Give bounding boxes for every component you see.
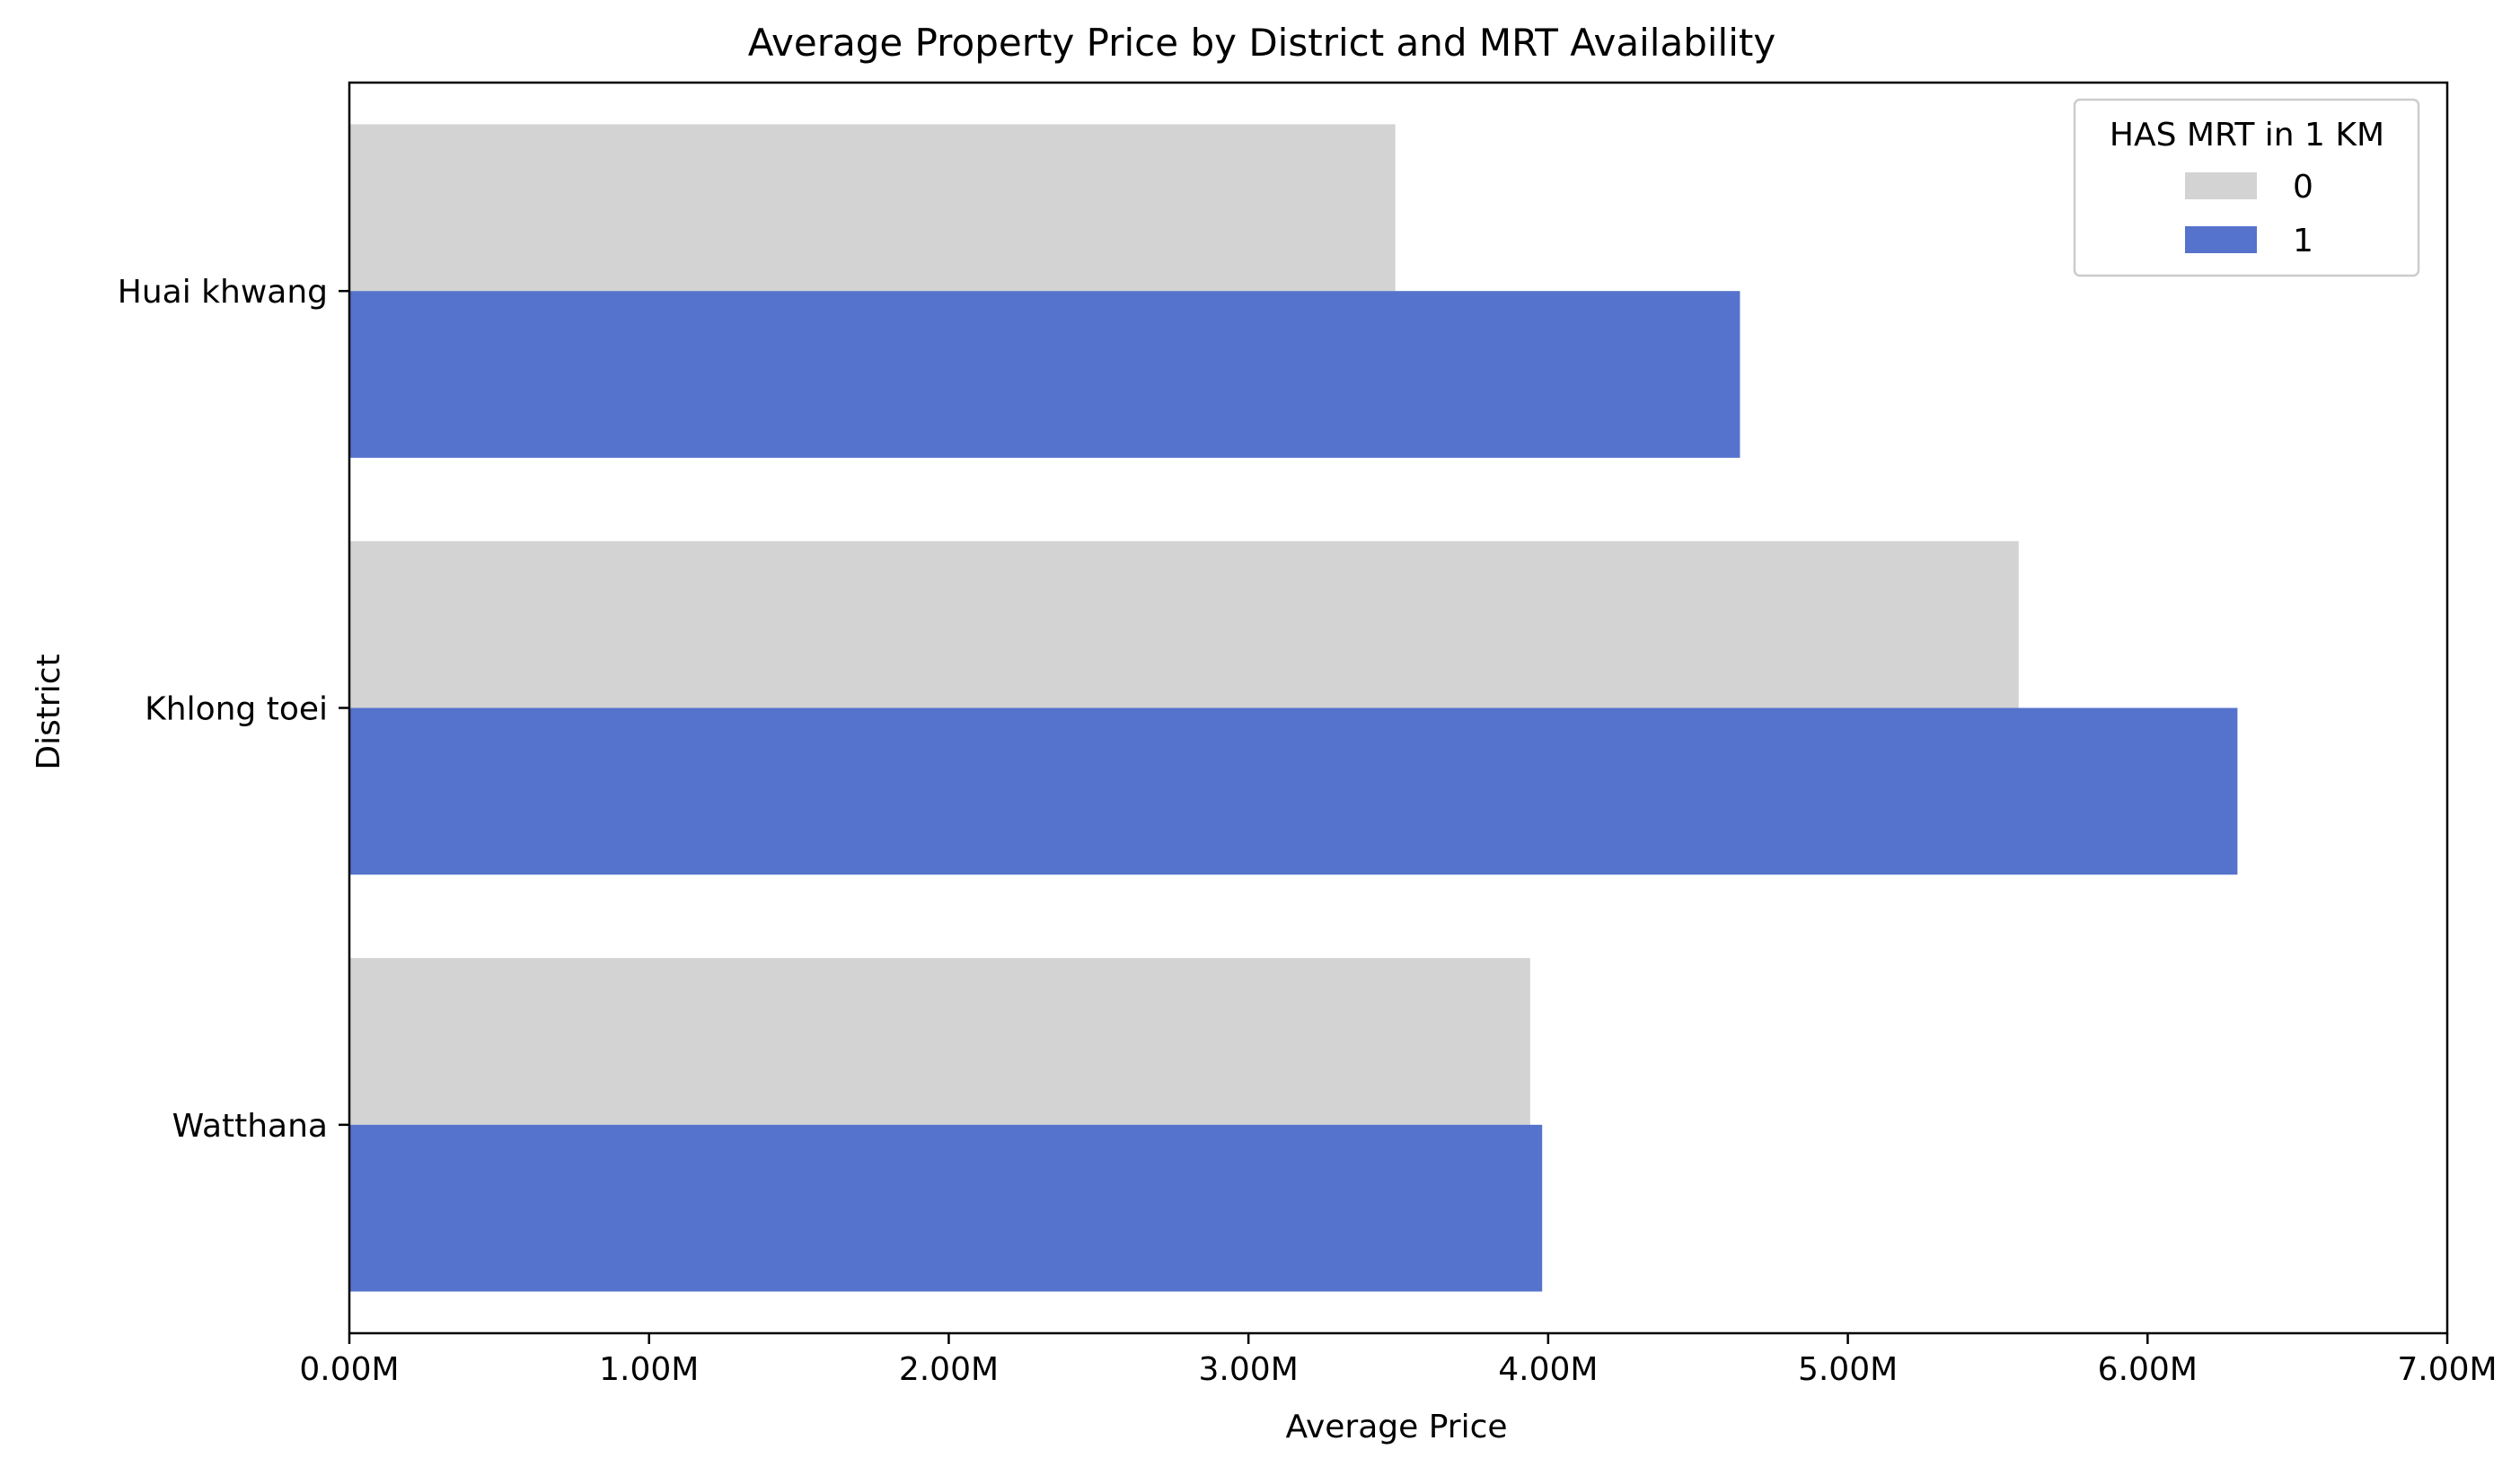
bar-watthana-series-1 (349, 1124, 1543, 1292)
legend-swatch-series-0 (2185, 172, 2257, 199)
bar-khlong-toei-series-1 (349, 707, 2238, 875)
x-tick-label: 0.00M (299, 1351, 399, 1388)
y-axis-ticks: Huai khwang Khlong toei Watthana (118, 274, 349, 1145)
bar-watthana-series-0 (349, 958, 1530, 1125)
legend-title: HAS MRT in 1 KM (2110, 117, 2384, 154)
x-tick-label: 7.00M (2397, 1351, 2497, 1388)
x-tick-label: 2.00M (899, 1351, 999, 1388)
y-tick-label-khlong-toei: Khlong toei (145, 691, 328, 728)
x-tick-label: 5.00M (1798, 1351, 1898, 1388)
legend: HAS MRT in 1 KM 01 (2073, 98, 2420, 277)
x-tick-label: 3.00M (1199, 1351, 1299, 1388)
x-axis-label: Average Price (1285, 1409, 1507, 1445)
chart-title: Average Property Price by District and M… (748, 21, 1775, 65)
y-tick-label-huai-khwang: Huai khwang (118, 274, 328, 311)
bar-khlong-toei-series-0 (349, 540, 2019, 708)
x-tick-label: 6.00M (2098, 1351, 2198, 1388)
bar-huai-khwang-series-1 (349, 291, 1740, 458)
legend-label-series-1: 1 (2293, 223, 2313, 259)
legend-label-series-0: 0 (2293, 169, 2313, 206)
x-tick-label: 4.00M (1498, 1351, 1598, 1388)
x-axis-ticks: 0.00M 1.00M 2.00M 3.00M 4.00M 5.00M 6.00M 7.00M (299, 1333, 2498, 1388)
bar-huai-khwang-series-0 (349, 124, 1396, 292)
bars-group (349, 124, 2238, 1292)
legend-entries: 01 (2185, 169, 2313, 259)
y-axis-label: District (31, 654, 67, 769)
y-tick-label-watthana: Watthana (172, 1108, 328, 1145)
x-tick-label: 1.00M (599, 1351, 699, 1388)
legend-swatch-series-1 (2185, 226, 2257, 253)
